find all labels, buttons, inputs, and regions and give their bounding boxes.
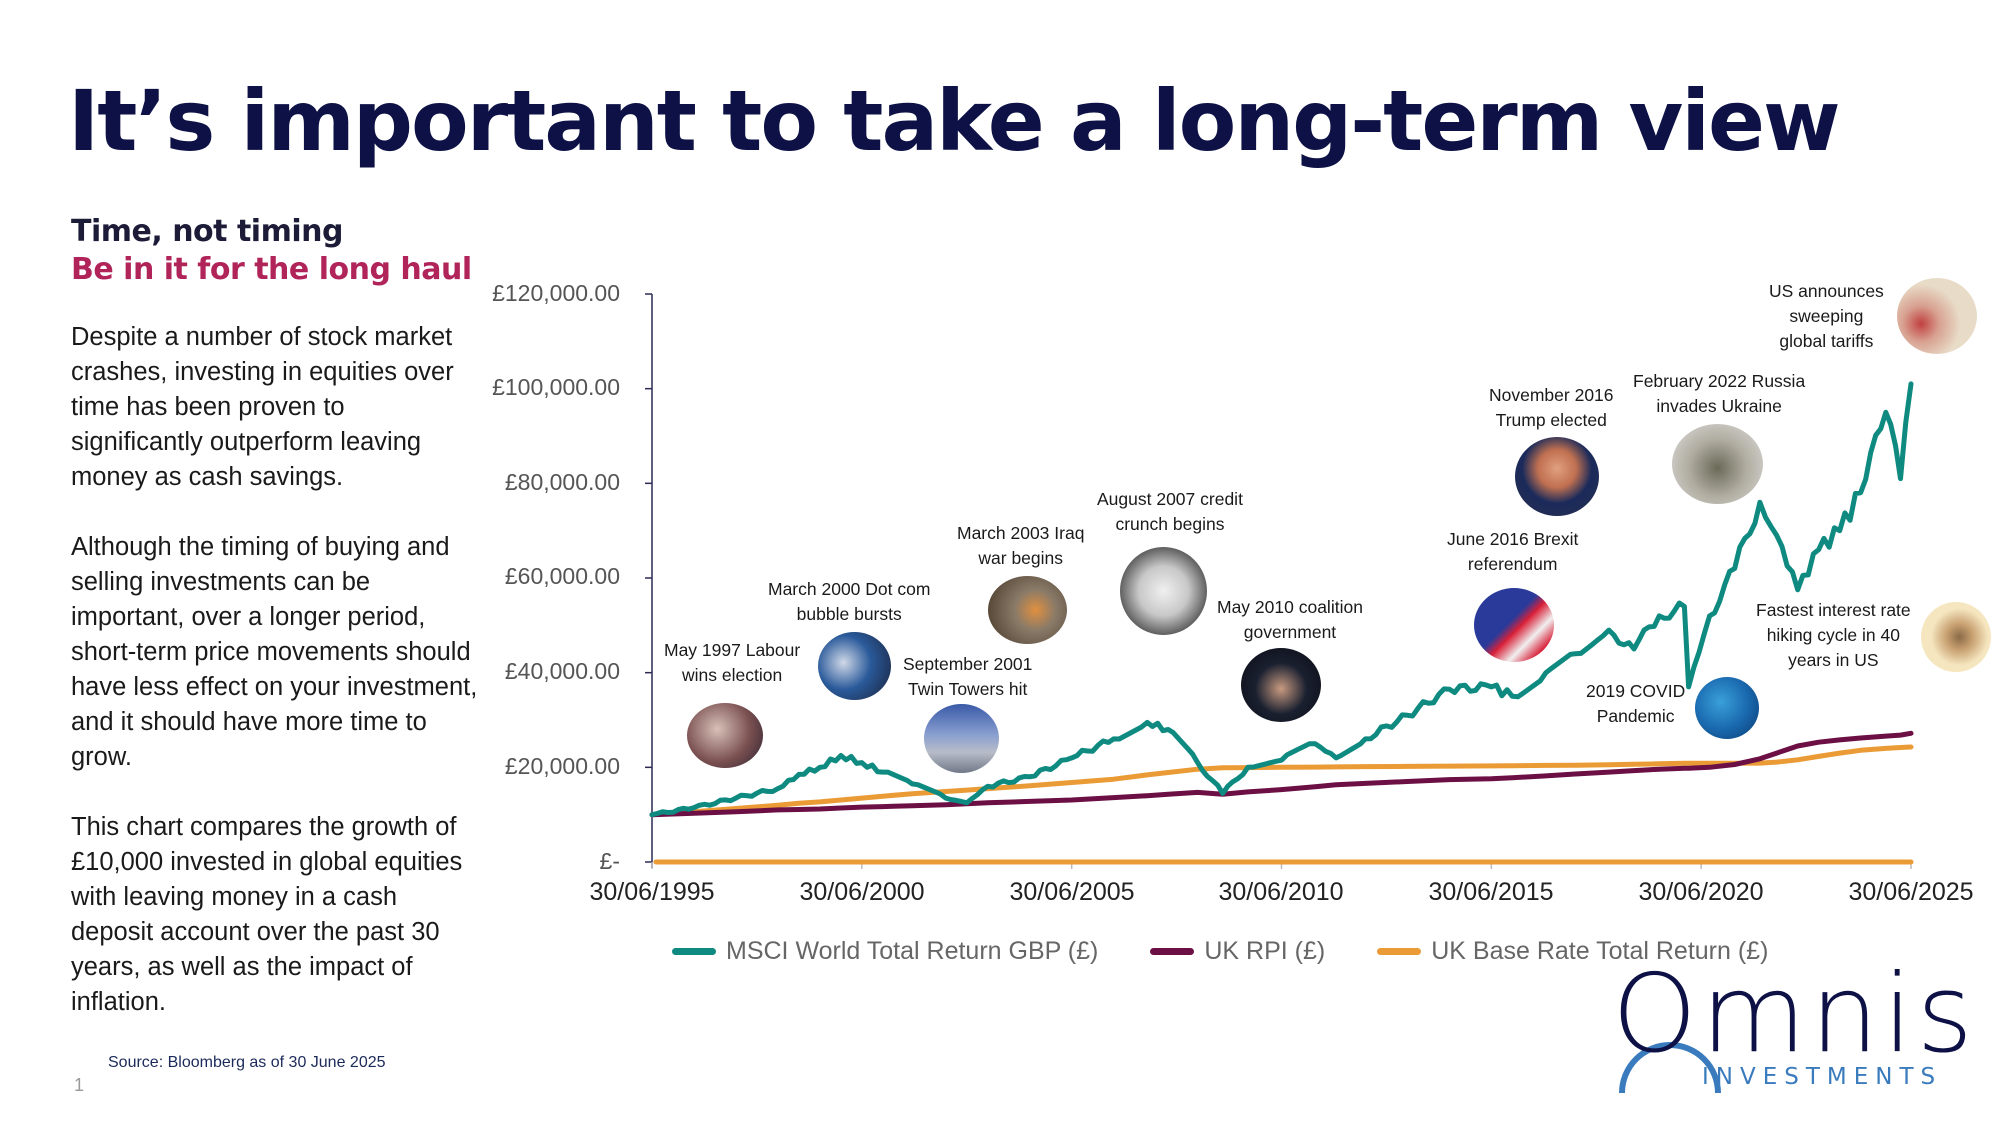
twin-towers-photo-icon — [924, 704, 999, 773]
annotation-line: September 2001 — [903, 654, 1033, 674]
annotation-line: 2019 COVID — [1586, 681, 1686, 701]
covid-virus-icon — [1695, 677, 1759, 739]
x-tick-label: 30/06/2000 — [799, 878, 925, 906]
annotation-line: March 2003 Iraq — [957, 523, 1085, 543]
legend-item-base-rate: UK Base Rate Total Return (£) — [1377, 937, 1768, 966]
annotation-line: June 2016 Brexit — [1447, 529, 1579, 549]
annotation-line: November 2016 — [1489, 385, 1614, 405]
annotation-line: referendum — [1467, 554, 1558, 574]
annotation-dotcom: March 2000 Dot com bubble bursts — [768, 577, 930, 627]
annotation-line: hiking cycle in 40 — [1766, 625, 1900, 645]
rpi-swatch-icon — [1150, 948, 1195, 955]
annotation-line: wins election — [682, 665, 783, 685]
y-tick-label: £120,000.00 — [492, 280, 620, 306]
annotation-coalition: May 2010 coalition government — [1217, 595, 1363, 645]
section-heading: Time, not timing — [71, 214, 343, 249]
annotation-line: May 2010 coalition — [1217, 597, 1363, 617]
annotation-iraq: March 2003 Iraq war begins — [957, 521, 1084, 571]
y-tick-label: £20,000.00 — [504, 753, 620, 779]
y-tick-label: £100,000.00 — [492, 374, 620, 400]
x-tick-label: 30/06/2005 — [1009, 878, 1135, 906]
page-number: 1 — [74, 1075, 85, 1095]
trump-photo-icon — [1515, 437, 1599, 516]
logo-subtitle: INVESTMENTS — [1702, 1064, 1943, 1090]
logo-wordmark: Omnis — [1612, 952, 1977, 1077]
annotation-line: crunch begins — [1115, 514, 1225, 534]
chart-explanation-paragraph: This chart compares the growth of £10,00… — [71, 813, 463, 1016]
section-tagline: Be in it for the long haul — [71, 252, 472, 287]
annotation-line: war begins — [978, 548, 1064, 568]
base-rate-swatch-icon — [1377, 948, 1422, 955]
labour-election-photo-icon — [687, 703, 763, 768]
annotation-line: Fastest interest rate — [1756, 600, 1911, 620]
annotation-line: Pandemic — [1596, 706, 1675, 726]
annotation-line: Trump elected — [1495, 410, 1607, 430]
annotation-credit-crunch: August 2007 credit crunch begins — [1097, 487, 1243, 537]
annotation-rate-hikes: Fastest interest rate hiking cycle in 40… — [1756, 598, 1911, 673]
annotation-twin-towers: September 2001 Twin Towers hit — [903, 652, 1032, 702]
legend-label: MSCI World Total Return GBP (£) — [726, 937, 1099, 965]
msci-swatch-icon — [672, 948, 716, 955]
legend-item-rpi: UK RPI (£) — [1150, 937, 1325, 966]
annotation-line: government — [1243, 622, 1337, 642]
annotation-line: global tariffs — [1779, 331, 1874, 351]
coin-stack-icon — [1921, 602, 1991, 672]
wall-street-photo-icon — [1120, 547, 1207, 635]
annotation-trump: November 2016 Trump elected — [1489, 383, 1614, 433]
annotation-line: bubble bursts — [796, 604, 902, 624]
y-tick-label: £60,000.00 — [504, 563, 620, 589]
russia-tank-photo-icon — [1672, 424, 1763, 504]
intro-paragraph: Despite a number of stock market crashes… — [71, 323, 454, 491]
source-note: Source: Bloomberg as of 30 June 2025 — [108, 1054, 386, 1071]
annotation-line: sweeping — [1789, 306, 1864, 326]
x-tick-label: 30/06/2020 — [1638, 878, 1764, 906]
logo-mark-icon — [1619, 1042, 1721, 1094]
y-tick-label: £80,000.00 — [504, 469, 620, 495]
annotation-line: years in US — [1788, 650, 1879, 670]
x-tick-label: 30/06/2025 — [1848, 878, 1974, 906]
annotation-line: Twin Towers hit — [908, 679, 1028, 699]
dotcom-photo-icon — [818, 632, 891, 700]
x-tick-label: 30/06/1995 — [589, 878, 715, 906]
iraq-war-photo-icon — [988, 576, 1067, 644]
legend-label: UK RPI (£) — [1204, 937, 1326, 965]
tariffs-stamp-icon — [1897, 278, 1977, 354]
timing-paragraph: Although the timing of buying and sellin… — [71, 533, 478, 771]
x-tick-label: 30/06/2010 — [1218, 878, 1344, 906]
legend-label: UK Base Rate Total Return (£) — [1431, 937, 1769, 965]
y-tick-label: £- — [599, 848, 620, 874]
x-tick-label: 30/06/2015 — [1428, 878, 1554, 906]
annotation-line: February 2022 Russia — [1633, 371, 1806, 391]
annotation-line: May 1997 Labour — [664, 640, 801, 660]
brexit-flag-icon — [1474, 588, 1554, 662]
annotation-russia: February 2022 Russia invades Ukraine — [1633, 369, 1805, 419]
y-tick-label: £40,000.00 — [504, 658, 620, 684]
page-title: It’s important to take a long-term view — [68, 72, 1841, 170]
omnis-investments-logo: Omnis INVESTMENTS — [1612, 961, 1973, 1095]
annotation-line: March 2000 Dot com — [768, 579, 931, 599]
annotation-covid: 2019 COVID Pandemic — [1586, 679, 1685, 729]
annotation-labour-election: May 1997 Labour wins election — [664, 638, 800, 688]
annotation-line: US announces — [1769, 281, 1884, 301]
coalition-photo-icon — [1241, 648, 1321, 722]
annotation-line: August 2007 credit — [1097, 489, 1243, 509]
annotation-brexit: June 2016 Brexit referendum — [1447, 527, 1578, 577]
chart-legend: MSCI World Total Return GBP (£) UK RPI (… — [672, 937, 1768, 966]
annotation-line: invades Ukraine — [1656, 396, 1782, 416]
annotation-tariffs: US announces sweeping global tariffs — [1769, 279, 1884, 354]
legend-item-msci: MSCI World Total Return GBP (£) — [672, 937, 1098, 966]
